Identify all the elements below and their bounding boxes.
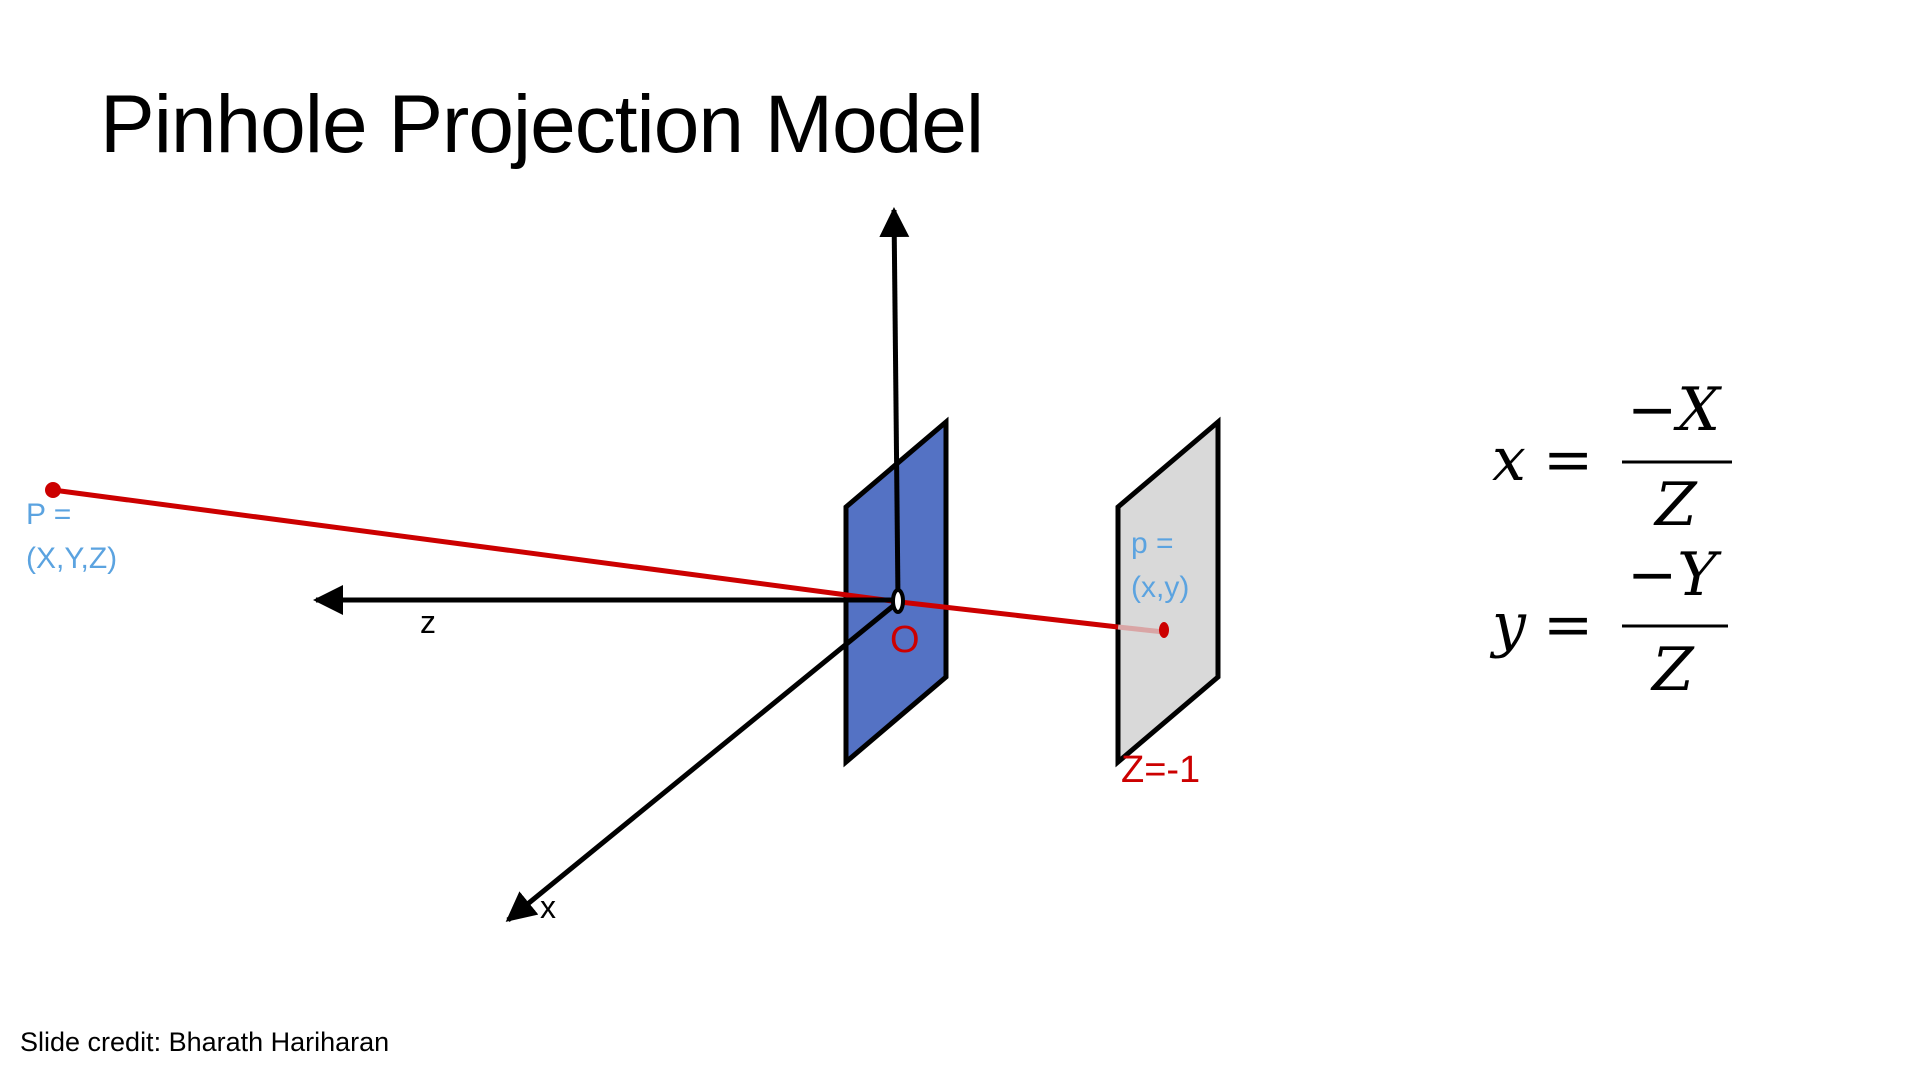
equation-x-numerator: −X: [1627, 375, 1722, 445]
equation-x: x = −X Z: [1492, 375, 1732, 540]
world-point-dot: [45, 482, 61, 498]
pinhole-origin: [891, 588, 905, 614]
equation-x-denominator: Z: [1653, 470, 1698, 540]
equation-y-equals: =: [1543, 590, 1593, 660]
x-axis-label: x: [540, 889, 556, 925]
image-point-dot: [1159, 622, 1169, 638]
equation-y: y = −Y Z: [1489, 540, 1728, 705]
image-plane: [1115, 416, 1221, 768]
x-axis: [505, 600, 900, 922]
slide-title: Pinhole Projection Model: [100, 79, 984, 170]
image-point-label-line1: p =: [1131, 527, 1174, 560]
ray-to-image-plane: [899, 599, 1119, 630]
slide-credit: Slide credit: Bharath Hariharan: [20, 1027, 390, 1057]
ray-from-world-point: [52, 487, 901, 605]
z-axis-label: z: [420, 604, 436, 640]
equation-x-lhs: x: [1492, 425, 1526, 495]
equation-y-denominator: Z: [1650, 635, 1695, 705]
image-point-label-line2: (x,y): [1131, 571, 1189, 604]
y-axis: [879, 207, 910, 601]
world-point-label-line1: P =: [26, 498, 71, 531]
origin-label: O: [890, 619, 920, 661]
equation-y-numerator: −Y: [1627, 540, 1722, 610]
world-point-label-line2: (X,Y,Z): [26, 542, 117, 575]
ray-behind-pinhole: [1117, 624, 1165, 635]
equation-x-equals: =: [1543, 425, 1593, 495]
equation-y-lhs: y: [1489, 590, 1527, 660]
image-plane-label: Z=-1: [1121, 749, 1200, 791]
